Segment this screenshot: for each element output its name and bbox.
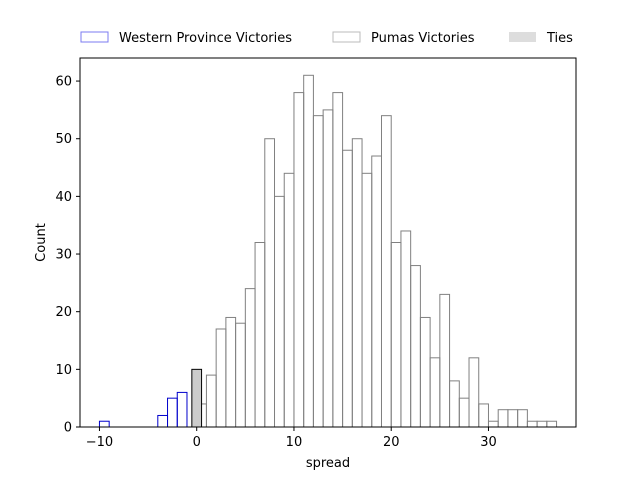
bar-1-30: [487, 420, 499, 428]
y-tick-label-3: 30: [55, 248, 72, 263]
bar-1-8: [274, 195, 285, 428]
bar-1-2: [215, 328, 227, 428]
x-axis-label: spread: [306, 456, 350, 471]
bar-1-24: [429, 357, 441, 428]
legend-swatch-1: [332, 31, 361, 43]
bar-1-16: [351, 138, 363, 428]
x-tick-label-4: 30: [480, 435, 497, 450]
x-axis-ticks: −10 0 10 20 30: [86, 427, 497, 450]
bar-0-8: [176, 391, 188, 428]
bar-1-10: [293, 92, 305, 428]
y-axis-label: Count: [34, 223, 49, 262]
bar-1-19: [380, 115, 392, 428]
bar-1-18: [371, 155, 382, 428]
y-tick-label-0: 0: [64, 421, 72, 436]
bar-1-36: [546, 420, 558, 428]
bar-1-20: [390, 242, 402, 428]
bar-1-13: [322, 109, 334, 428]
bar-1-5: [244, 288, 256, 428]
bar-1-4: [235, 322, 246, 428]
bars: [98, 74, 558, 428]
legend-label-2: Ties: [546, 31, 573, 46]
bar-1-17: [361, 172, 373, 428]
y-tick-label-4: 40: [55, 190, 72, 205]
bar-1-23: [419, 316, 431, 428]
bar-1-22: [410, 265, 421, 428]
x-tick-label-2: 10: [286, 435, 303, 450]
bar-1-1: [205, 374, 217, 428]
bar-1-34: [526, 420, 538, 428]
legend: Western Province Victories Pumas Victorie…: [80, 31, 573, 46]
bar-1-21: [400, 230, 412, 428]
bar-1-7: [264, 138, 276, 428]
y-axis-ticks: 0 10 20 30 40 50 60: [55, 75, 80, 436]
legend-swatch-2: [509, 32, 536, 42]
bar-1-31: [497, 409, 509, 428]
bar-1-3: [225, 316, 237, 428]
legend-label-1: Pumas Victories: [371, 31, 475, 46]
bar-1-12: [312, 115, 324, 428]
bar-1-25: [439, 293, 451, 428]
bar-1-11: [303, 74, 314, 428]
y-tick-label-6: 60: [55, 75, 72, 90]
bar-1-33: [517, 409, 528, 428]
bar-1-6: [254, 242, 266, 428]
bar-1-27: [458, 397, 470, 428]
bar-1-14: [332, 92, 344, 428]
bar-1-15: [342, 149, 353, 428]
bar-1-26: [449, 380, 460, 428]
plot-frame: [79, 57, 577, 428]
bar-1-28: [468, 357, 480, 428]
bar-1-9: [283, 172, 295, 428]
bar-1-32: [507, 409, 519, 428]
bar-0-6: [157, 414, 169, 428]
x-tick-label-1: 0: [193, 435, 201, 450]
y-tick-label-2: 20: [55, 305, 72, 320]
bar-2-0: [191, 368, 203, 428]
bar-1-29: [478, 403, 489, 428]
y-tick-label-5: 50: [55, 132, 72, 147]
bar-0-7: [167, 397, 178, 428]
x-tick-label-3: 20: [383, 435, 400, 450]
x-tick-label-0: −10: [86, 435, 113, 450]
legend-label-0: Western Province Victories: [119, 31, 292, 46]
bar-0-0: [98, 420, 110, 428]
y-tick-label-1: 10: [55, 363, 72, 378]
legend-swatch-0: [80, 31, 109, 43]
bar-1-35: [536, 420, 548, 428]
